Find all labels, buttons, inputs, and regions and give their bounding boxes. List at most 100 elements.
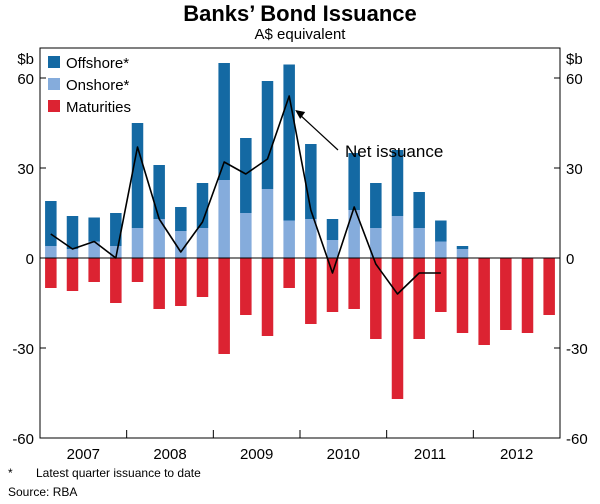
annotation-arrow-shaft [300, 115, 339, 151]
legend-swatch-onshore [48, 78, 60, 90]
offshore-bar [45, 201, 57, 246]
offshore-bar [110, 213, 122, 246]
legend-label-onshore: Onshore* [66, 77, 130, 94]
maturities-bar [305, 258, 317, 324]
offshore-bar [153, 165, 165, 219]
x-tick-label: 2011 [414, 446, 446, 463]
footnote-text: Latest quarter issuance to date [36, 466, 201, 480]
maturities-bar [261, 258, 274, 336]
legend-swatch-maturities [48, 100, 60, 112]
onshore-bar [175, 231, 187, 258]
maturities-bar [435, 258, 447, 312]
legend-swatch-offshore [48, 56, 60, 68]
maturities-bar [283, 258, 295, 288]
chart-subtitle: A$ equivalent [254, 26, 346, 43]
maturities-bar [348, 258, 360, 309]
offshore-bar [261, 81, 274, 189]
x-tick-label: 2008 [153, 446, 186, 463]
legend: Offshore* Onshore* Maturities [48, 55, 131, 116]
onshore-bar [153, 219, 165, 258]
offshore-bar [413, 192, 425, 228]
left-y-tick-label: -30 [12, 341, 34, 358]
offshore-bar [131, 123, 144, 228]
offshore-bar [218, 63, 230, 180]
source-note: Source: RBA [8, 485, 78, 499]
axis-ticks: 60 60 30 30 0 0 -30 -30 -60 -60 $b $b 2007 2008 2009 20… [12, 51, 587, 463]
onshore-bar [283, 220, 295, 258]
maturities-bar [521, 258, 534, 333]
offshore-bar [348, 153, 360, 210]
chart-frame [39, 47, 561, 439]
onshore-bar [456, 249, 469, 258]
onshore-bar [196, 228, 209, 258]
left-y-tick-label: 60 [17, 71, 34, 88]
right-y-tick-label: 0 [566, 251, 574, 268]
onshore-bar [240, 213, 252, 258]
offshore-bar [305, 144, 317, 219]
maturities-bar [370, 258, 382, 339]
legend-label-offshore: Offshore* [66, 55, 129, 72]
net-issuance-annotation: Net issuance [345, 142, 443, 161]
annotation-arrow-head [295, 110, 306, 119]
x-tick-label: 2007 [67, 446, 100, 463]
chart-title: Banks’ Bond Issuance [183, 1, 417, 26]
maturities-bar [456, 258, 469, 333]
onshore-bar [131, 228, 144, 258]
onshore-bar [391, 216, 404, 258]
right-y-tick-label: 30 [566, 161, 583, 178]
right-y-tick-label: -30 [566, 341, 588, 358]
offshore-bar [240, 138, 252, 213]
offshore-bar [88, 217, 100, 242]
offshore-bar [435, 220, 447, 242]
onshore-bar [66, 249, 79, 258]
maturities-bar [218, 258, 230, 354]
maturities-bar [413, 258, 425, 339]
x-tick-label: 2010 [327, 446, 360, 463]
offshore-bar [283, 64, 295, 221]
offshore-bar [456, 246, 469, 249]
maturities-bar [88, 258, 100, 282]
maturities-bar [110, 258, 122, 303]
right-y-axis-label: $b [566, 51, 583, 68]
offshore-bar [175, 207, 187, 231]
left-y-axis-label: $b [17, 51, 34, 68]
onshore-bar [305, 219, 317, 258]
onshore-bar [370, 228, 382, 258]
left-y-tick-label: -60 [12, 431, 34, 448]
maturities-bar [153, 258, 165, 309]
left-y-tick-label: 0 [26, 251, 34, 268]
x-tick-label: 2009 [240, 446, 273, 463]
legend-label-maturities: Maturities [66, 99, 131, 116]
onshore-bar [218, 180, 230, 258]
maturities-bar [175, 258, 187, 306]
onshore-bar [261, 189, 274, 258]
offshore-bar [326, 219, 339, 240]
onshore-bar [45, 246, 57, 258]
maturities-bar [326, 258, 339, 312]
onshore-bar [88, 241, 100, 258]
maturities-bar [500, 258, 512, 330]
annotations: Net issuance [295, 110, 443, 161]
maturities-bar [240, 258, 252, 315]
footnote: * Latest quarter issuance to date [8, 466, 201, 481]
onshore-bar [435, 241, 447, 258]
offshore-bar [370, 183, 382, 228]
onshore-bar [326, 240, 339, 258]
maturities-bar [45, 258, 57, 288]
maturities-bar [478, 258, 490, 345]
right-y-tick-label: 60 [566, 71, 583, 88]
maturities-bar [196, 258, 209, 297]
maturities-bar [391, 258, 404, 399]
offshore-bar [66, 216, 79, 249]
offshore-bar [391, 150, 404, 216]
left-y-tick-label: 30 [17, 161, 34, 178]
x-tick-label: 2012 [500, 446, 533, 463]
maturities-bar [131, 258, 144, 282]
maturities-bar [543, 258, 555, 315]
onshore-bar [110, 246, 122, 258]
bars-layer [45, 63, 555, 399]
onshore-bar [413, 228, 425, 258]
right-y-tick-label: -60 [566, 431, 588, 448]
offshore-bar [196, 183, 209, 228]
